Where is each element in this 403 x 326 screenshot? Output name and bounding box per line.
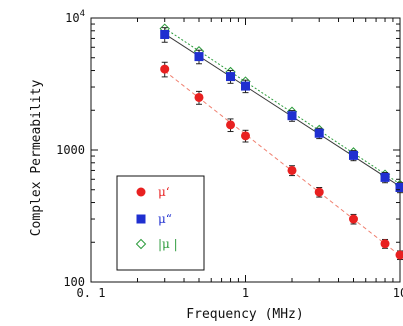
data-point-mu-double-prime xyxy=(287,111,297,121)
data-point-mu-double-prime xyxy=(395,182,403,192)
x-tick-label: 0. 1 xyxy=(77,286,106,300)
x-axis-title: Frequency (MHz) xyxy=(186,307,303,322)
data-point-mu-double-prime xyxy=(241,81,250,91)
legend-box xyxy=(116,175,205,271)
data-point-mu-prime xyxy=(241,131,250,141)
legend: μ‘ μ“ |μ | xyxy=(116,175,205,271)
data-point-mu-double-prime xyxy=(226,72,236,82)
y-tick-label: 104 xyxy=(65,9,85,25)
ticks-layer xyxy=(90,18,400,283)
legend-marker-mu-double-prime xyxy=(136,214,146,224)
data-point-mu-double-prime xyxy=(314,128,324,138)
y-tick-label: 100 xyxy=(63,275,85,289)
data-point-mu-prime xyxy=(314,187,324,197)
x-tick-label: 10 xyxy=(393,286,403,300)
legend-marker-mu-prime xyxy=(136,187,146,197)
data-point-mu-double-prime xyxy=(348,150,358,160)
data-point-mu-double-prime xyxy=(194,52,204,62)
data-point-mu-prime xyxy=(348,214,358,224)
data-point-mu-prime xyxy=(160,64,170,74)
y-tick-label: 1000 xyxy=(56,143,85,157)
data-point-mu-prime xyxy=(287,165,297,175)
data-point-mu-double-prime xyxy=(160,29,170,39)
data-point-mu-prime xyxy=(395,250,403,260)
x-tick-label: 1 xyxy=(242,286,249,300)
legend-label: μ“ xyxy=(158,212,172,226)
legend-label: μ‘ xyxy=(158,185,170,199)
legend-marker-mu-abs xyxy=(135,238,147,250)
data-point-mu-prime xyxy=(194,92,204,102)
data-point-mu-prime xyxy=(380,239,390,249)
labels-layer: 0. 1 1 10 100 1000 104 xyxy=(56,9,403,300)
data-point-mu-double-prime xyxy=(380,172,390,182)
y-axis-title: Complex Permeability xyxy=(29,80,44,237)
data-point-mu-prime xyxy=(226,120,236,130)
legend-label: |μ | xyxy=(158,237,178,251)
